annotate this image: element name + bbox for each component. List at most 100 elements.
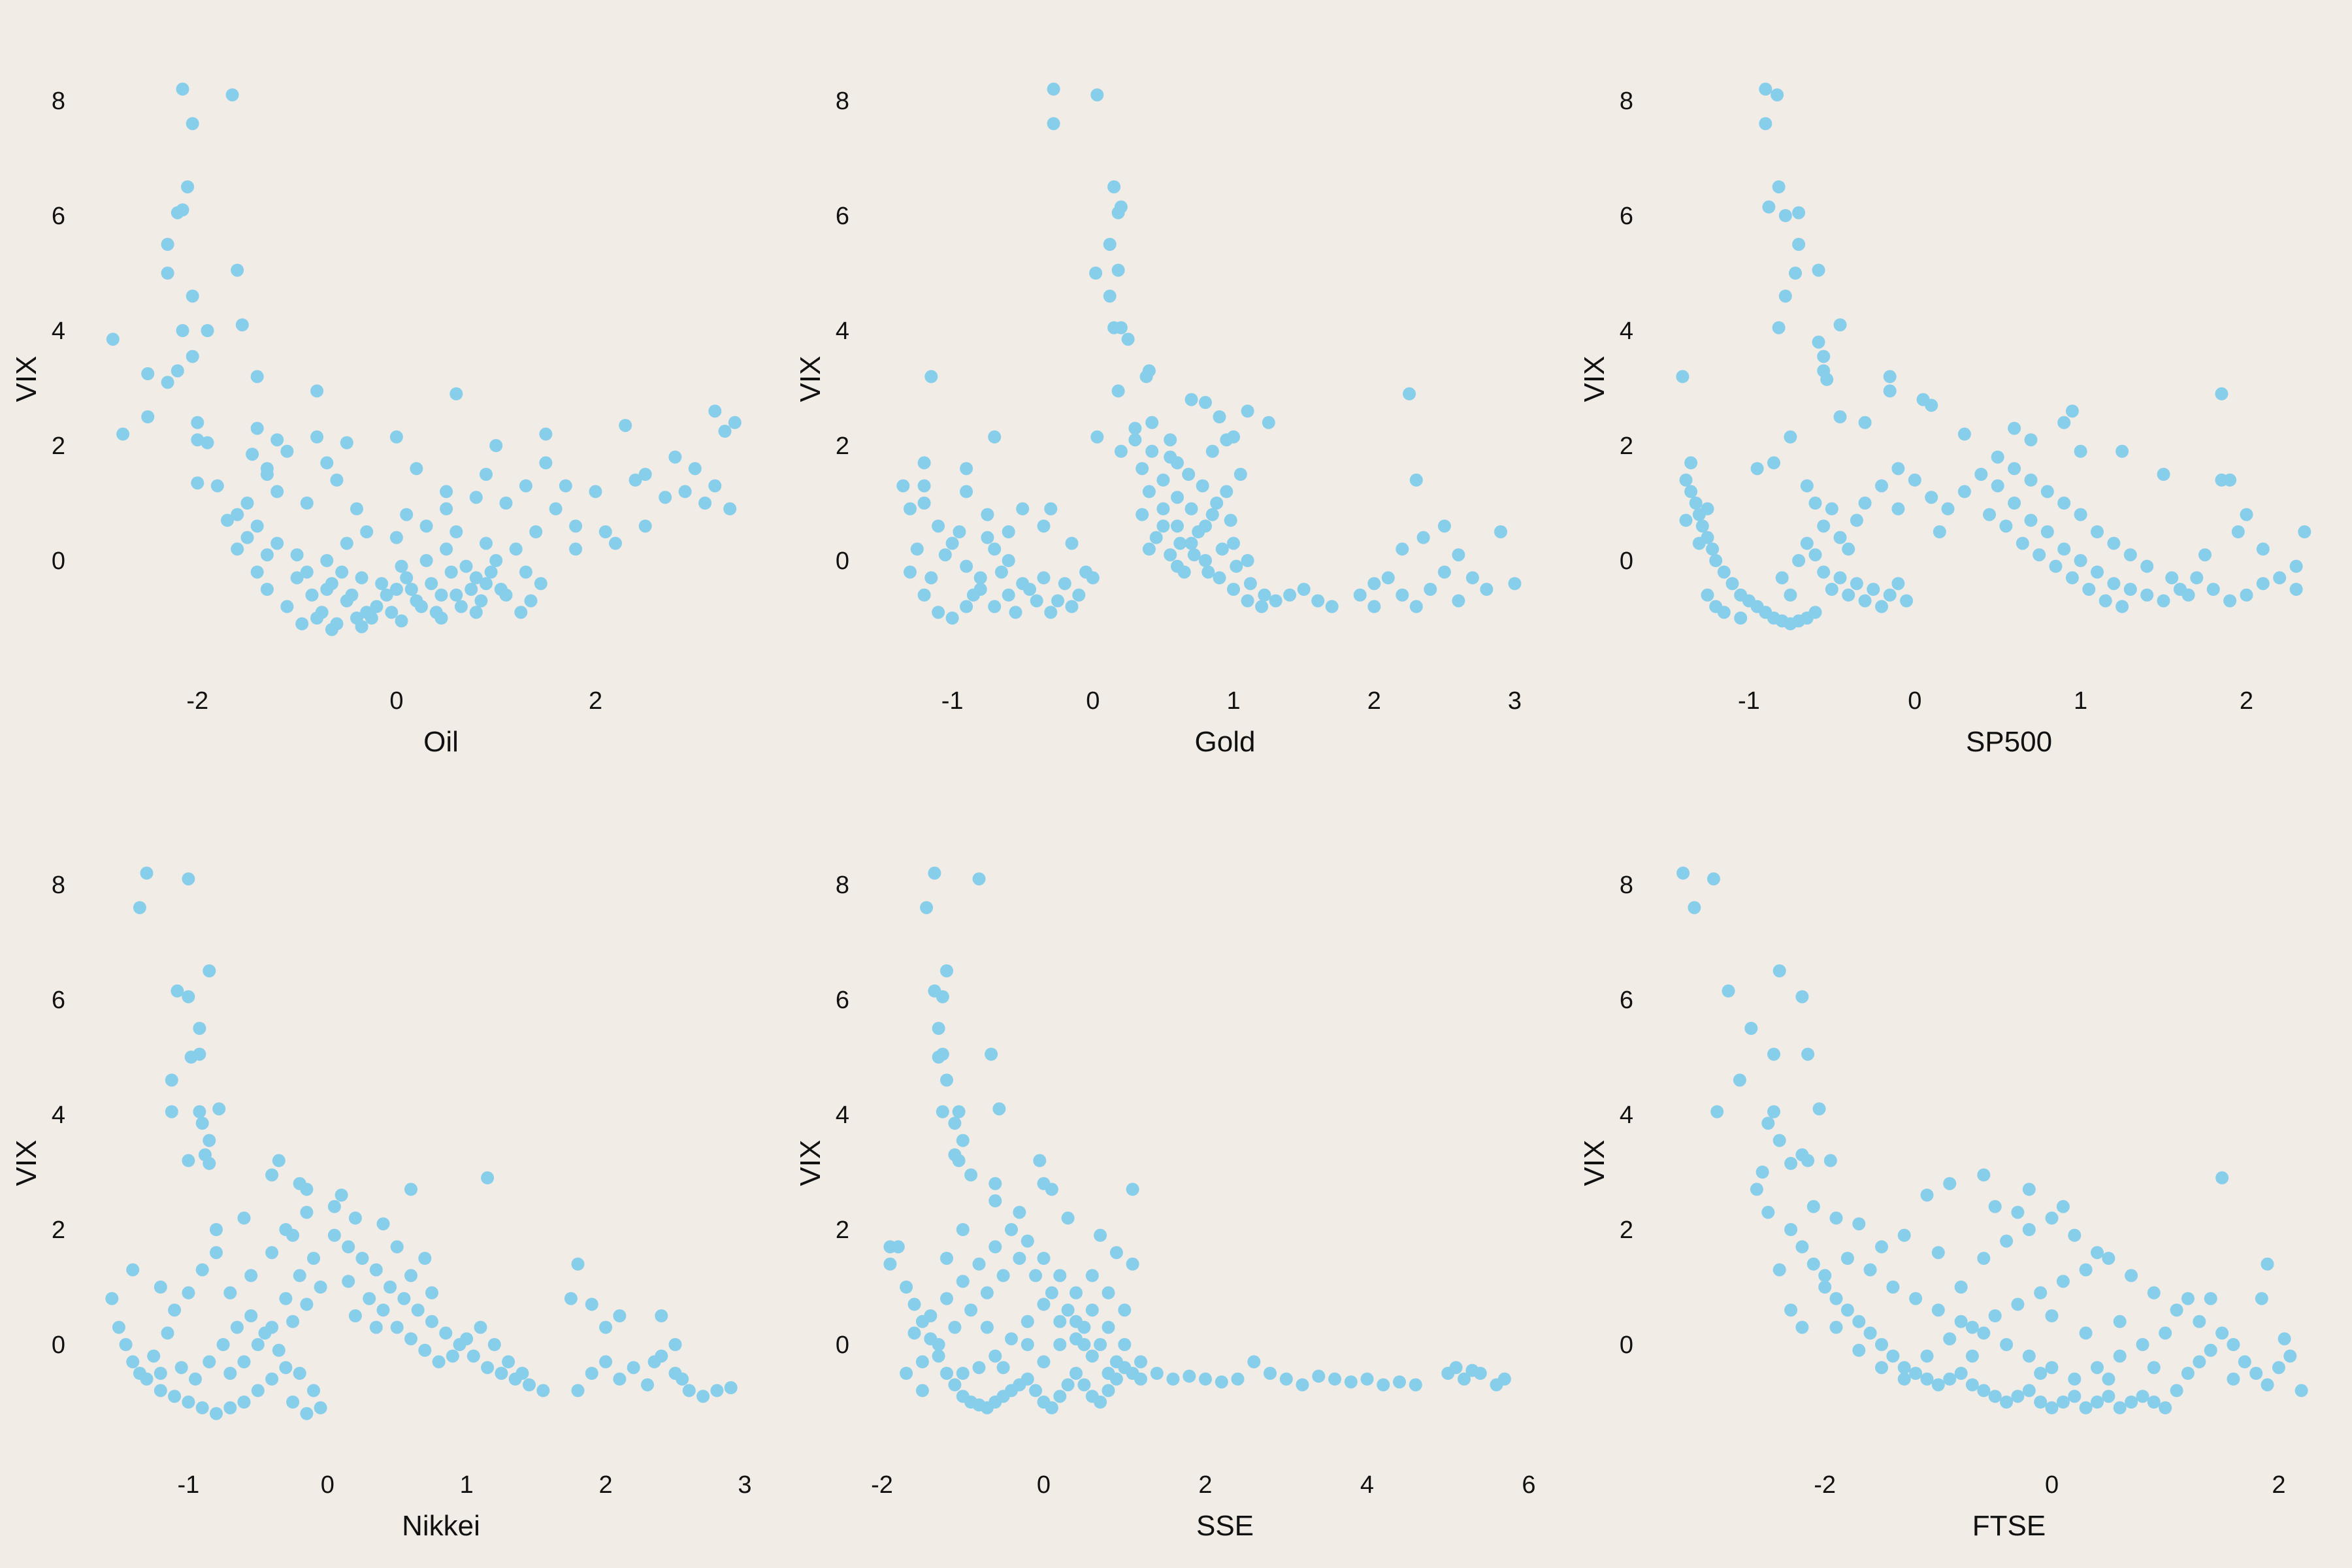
data-point <box>307 1384 320 1397</box>
data-point <box>293 1269 306 1282</box>
scatter-panel-nikkei: -1 0 1 2 3 0 2 4 6 8 Nikkei VIX <box>10 866 752 1542</box>
data-point <box>1812 263 1825 277</box>
data-point <box>1021 1315 1034 1328</box>
data-point <box>2231 525 2245 538</box>
data-point <box>290 548 304 562</box>
data-point <box>2034 1367 2048 1380</box>
data-point <box>519 565 532 579</box>
data-point <box>2022 1223 2036 1236</box>
data-point <box>1771 88 1784 102</box>
data-point <box>469 606 483 619</box>
data-point <box>1297 583 1311 596</box>
data-point <box>385 606 399 619</box>
data-point <box>1744 1022 1758 1035</box>
data-point <box>952 1154 966 1168</box>
data-point <box>2227 1372 2240 1386</box>
data-point <box>355 571 368 585</box>
data-point <box>1954 1367 1968 1380</box>
data-point <box>1061 1378 1075 1392</box>
points-group <box>1676 866 2308 1414</box>
data-point <box>956 1367 970 1380</box>
data-point <box>2045 1211 2059 1225</box>
y-tick-label: 0 <box>52 547 65 575</box>
data-point <box>161 238 174 251</box>
data-point <box>2181 588 2195 602</box>
data-point <box>389 430 403 444</box>
data-point <box>723 502 737 515</box>
data-point <box>404 1332 417 1346</box>
data-point <box>355 620 368 634</box>
data-point <box>960 559 973 573</box>
data-point <box>201 436 214 449</box>
data-point <box>112 1320 125 1334</box>
data-point <box>972 1361 986 1375</box>
x-tick-label: -1 <box>941 687 964 715</box>
y-axis-label: VIX <box>10 356 42 402</box>
data-point <box>1023 583 1036 596</box>
data-point <box>1772 321 1786 335</box>
data-point <box>1909 1292 1923 1305</box>
data-point <box>2289 559 2303 573</box>
data-point <box>300 1298 314 1311</box>
data-point <box>2056 1200 2070 1213</box>
data-point <box>1840 1303 1854 1317</box>
data-point <box>1409 1378 1422 1392</box>
data-point <box>981 531 994 544</box>
data-point <box>682 1384 696 1397</box>
data-point <box>193 1105 206 1119</box>
data-point <box>315 606 329 619</box>
data-point <box>936 990 949 1004</box>
data-point <box>1772 1134 1786 1147</box>
data-point <box>1817 519 1831 533</box>
data-point <box>519 479 532 493</box>
data-point <box>1806 1200 1820 1213</box>
data-point <box>2272 1361 2285 1375</box>
data-point <box>945 536 959 550</box>
data-point <box>1231 1372 1245 1386</box>
data-point <box>629 473 642 487</box>
data-point <box>2065 571 2079 585</box>
y-tick-label: 6 <box>836 203 849 230</box>
data-point <box>1817 350 1831 363</box>
data-point <box>2165 571 2179 585</box>
data-point <box>1166 1372 1180 1386</box>
data-point <box>365 612 378 625</box>
data-point <box>375 577 389 591</box>
data-point <box>1784 1156 1798 1170</box>
data-point <box>260 462 274 476</box>
data-point <box>495 1367 508 1380</box>
data-point <box>270 433 284 447</box>
x-axis-label: Gold <box>1195 726 1256 758</box>
data-point <box>1722 984 1735 998</box>
data-point <box>1812 1102 1826 1116</box>
data-point <box>489 439 503 452</box>
data-point <box>1759 82 1772 96</box>
data-point <box>2190 571 2204 585</box>
data-point <box>2040 485 2054 498</box>
data-point <box>480 468 493 481</box>
data-point <box>2074 508 2087 521</box>
data-point <box>1679 473 1693 487</box>
data-point <box>1875 479 1888 493</box>
data-point <box>1778 289 1792 303</box>
data-point <box>165 1073 178 1087</box>
data-point <box>182 1286 195 1299</box>
data-point <box>2068 1372 2082 1386</box>
data-point <box>1800 479 1814 493</box>
data-point <box>1187 548 1201 562</box>
data-point <box>171 364 184 378</box>
data-point <box>2049 559 2063 573</box>
data-point <box>972 872 986 886</box>
data-point <box>539 427 553 441</box>
data-point <box>1818 1269 1832 1282</box>
data-point <box>244 1309 258 1322</box>
data-point <box>168 1390 182 1403</box>
data-point <box>1933 525 1946 538</box>
data-point <box>1465 571 1479 585</box>
data-point <box>1094 1338 1107 1351</box>
data-point <box>300 497 314 510</box>
data-point <box>1013 1205 1026 1219</box>
data-point <box>980 1286 994 1299</box>
y-tick-label: 6 <box>1620 987 1633 1014</box>
data-point <box>1053 1338 1067 1351</box>
